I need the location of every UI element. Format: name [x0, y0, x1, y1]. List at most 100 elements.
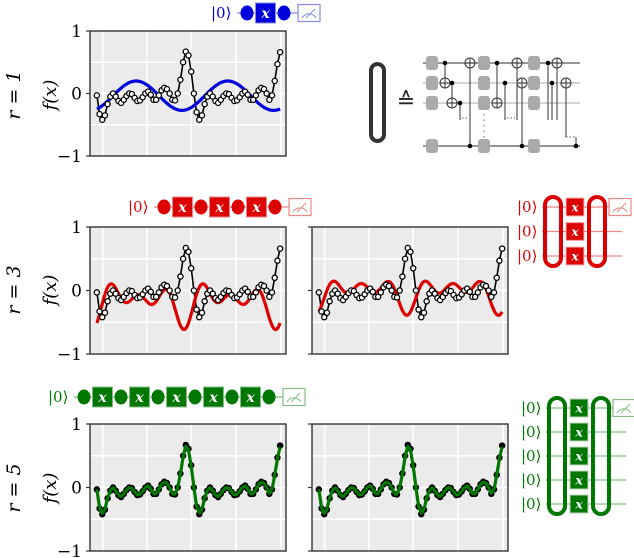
- meter-needle: [296, 202, 307, 213]
- target-data-point: [193, 109, 200, 116]
- target-data-point: [185, 52, 192, 59]
- plot-r3-serial: 1 0 −1: [57, 218, 287, 365]
- trainable-block-icon: [591, 396, 611, 516]
- target-data-point: [318, 308, 325, 315]
- encoding-gate-label: x: [570, 199, 579, 214]
- target-data-point: [179, 59, 187, 66]
- encoding-gate-icon: [246, 196, 267, 218]
- measurement-meter-icon: [288, 197, 312, 217]
- plot-area: [93, 441, 284, 518]
- encoding-gate-icon: [569, 470, 589, 490]
- target-data-point: [177, 76, 184, 84]
- target-data-point: [201, 100, 208, 108]
- target-data-point: [177, 273, 184, 280]
- measurement-meter-icon: [608, 197, 632, 217]
- target-data-point: [196, 313, 203, 321]
- encoding-gate-icon: [166, 386, 187, 408]
- target-data-point: [152, 293, 160, 301]
- plot-area: [315, 244, 506, 321]
- encoding-gate-label: x: [574, 448, 583, 463]
- y-tick-label: 0: [71, 282, 82, 302]
- trainable-block-icon: [277, 5, 291, 21]
- encoding-gate-label: x: [570, 248, 579, 263]
- target-data-point: [388, 287, 395, 294]
- target-data-point: [377, 289, 385, 296]
- meter-arc: [301, 13, 317, 19]
- trainable-block-icon: [240, 5, 254, 21]
- ylabel-r1: f(x): [40, 80, 61, 113]
- target-data-point: [198, 309, 206, 316]
- target-data-point: [423, 298, 430, 305]
- control-dot-icon: [494, 60, 500, 66]
- target-data-point: [174, 287, 181, 294]
- plot-area: [315, 441, 506, 518]
- ket-zero-label: |0⟩: [128, 198, 148, 216]
- target-data-point: [187, 68, 195, 75]
- control-dot-icon: [545, 60, 551, 66]
- encoding-gate-label: x: [177, 200, 187, 216]
- ket-zero-label: |0⟩: [521, 399, 541, 417]
- plot-r1-serial: 1 0 −1: [57, 22, 287, 167]
- target-data-point: [244, 91, 252, 99]
- ylabel-r5: f(x): [40, 473, 61, 506]
- trainable-block-icon: [77, 389, 91, 405]
- target-data-point: [431, 290, 438, 297]
- target-data-point: [412, 287, 420, 294]
- target-data-point: [399, 273, 406, 280]
- encoding-gate-icon: [565, 246, 585, 266]
- encoding-gate-icon: [203, 386, 224, 408]
- meter-needle: [616, 202, 627, 213]
- encoding-gate-icon: [255, 2, 276, 24]
- meter-arc: [286, 397, 302, 403]
- ket-zero-label: |0⟩: [521, 495, 541, 513]
- target-data-point: [407, 248, 414, 256]
- y-tick-label: 0: [71, 85, 82, 105]
- target-data-point: [268, 289, 276, 296]
- encoding-gate-icon: [240, 386, 261, 408]
- ket-zero-label: |0⟩: [517, 247, 537, 265]
- target-data-point: [252, 92, 260, 99]
- target-data-point: [485, 287, 492, 294]
- measurement-meter-icon: [282, 387, 306, 407]
- target-data-point: [252, 289, 260, 296]
- row-label-r1: r = 1: [3, 70, 25, 119]
- row-label-text: r = 1: [3, 70, 25, 119]
- target-data-point: [396, 287, 403, 294]
- ket-zero-label: |0⟩: [521, 447, 541, 465]
- target-data-point: [249, 293, 257, 301]
- target-data-point: [471, 293, 479, 301]
- trainable-block-icon: [587, 195, 607, 268]
- target-data-point: [496, 257, 503, 264]
- target-data-point: [268, 92, 276, 99]
- y-tick-label: −1: [57, 147, 82, 167]
- target-data-point: [274, 60, 281, 68]
- control-dot-icon: [457, 100, 463, 106]
- target-data-point: [415, 306, 422, 313]
- ylabel-text: f(x): [40, 80, 61, 113]
- encoding-gate-label: x: [574, 400, 583, 415]
- target-data-point: [171, 97, 179, 104]
- model-fit-line: [317, 444, 504, 515]
- trainable-block-definition: ≙: [369, 56, 580, 153]
- target-data-point: [401, 255, 409, 262]
- target-data-point: [409, 265, 417, 272]
- target-data-point: [274, 257, 281, 264]
- target-data-point: [112, 290, 119, 297]
- target-data-point: [96, 308, 103, 315]
- meter-needle: [620, 403, 631, 414]
- serial-circuit-r5: |0⟩ x x x x x: [48, 386, 306, 408]
- rotation-gate-icon: [478, 96, 490, 110]
- target-data-point: [190, 90, 198, 97]
- target-data-point: [266, 293, 273, 301]
- target-data-point: [209, 290, 216, 297]
- trainable-block-icon: [547, 396, 567, 516]
- target-data-point: [179, 255, 187, 262]
- target-data-point: [374, 293, 382, 301]
- control-dot-icon: [449, 80, 455, 86]
- target-data-point: [260, 282, 268, 290]
- rotation-gate-icon: [528, 76, 540, 90]
- target-data-point: [93, 289, 101, 296]
- y-tick-label: 1: [71, 22, 82, 42]
- row-label-text: r = 5: [3, 463, 25, 512]
